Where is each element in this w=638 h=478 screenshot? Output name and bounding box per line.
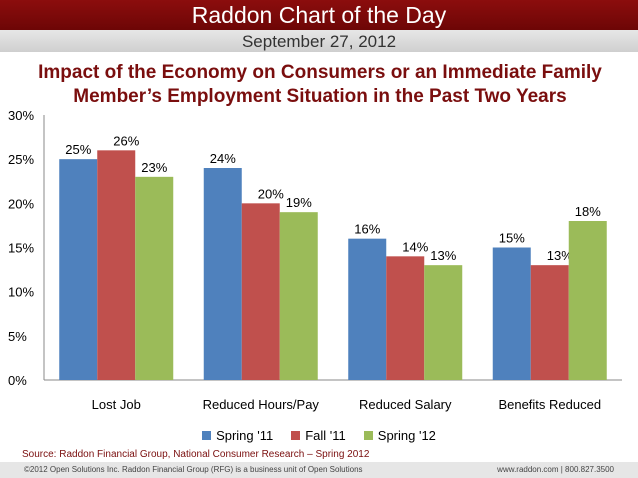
footer-copyright: ©2012 Open Solutions Inc. Raddon Financi… <box>24 465 363 474</box>
chart-title-line-1: Impact of the Economy on Consumers or an… <box>38 62 602 83</box>
bar-data-label: 16% <box>354 222 380 237</box>
y-tick-label: 0% <box>8 373 27 388</box>
chart-title-line-2: Member’s Employment Situation in the Pas… <box>73 86 567 107</box>
x-category-label: Reduced Hours/Pay <box>203 397 320 412</box>
bar <box>492 247 531 380</box>
legend-item-spring-12: Spring '12 <box>363 426 436 444</box>
bar-data-label: 20% <box>258 186 284 201</box>
legend-swatch-spring-11 <box>202 430 212 440</box>
chart-title: Impact of the Economy on Consumers or an… <box>20 61 620 109</box>
bar-data-label: 26% <box>113 133 139 148</box>
bar <box>568 221 607 380</box>
legend-item-fall-11: Fall '11 <box>291 426 346 444</box>
y-tick-label: 5% <box>8 329 27 344</box>
y-tick-label: 15% <box>8 241 34 256</box>
bar <box>279 212 318 380</box>
bar <box>203 168 242 380</box>
bar-data-label: 18% <box>575 204 601 219</box>
x-category-label: Benefits Reduced <box>498 397 601 412</box>
bar-data-label: 24% <box>210 151 236 166</box>
bar <box>241 203 280 380</box>
bar <box>530 265 569 380</box>
y-tick-label: 10% <box>8 285 34 300</box>
bar-data-label: 13% <box>547 248 573 263</box>
legend-item-spring-11: Spring '11 <box>202 426 273 444</box>
bar <box>386 256 425 380</box>
x-category-label: Reduced Salary <box>359 397 452 412</box>
bar <box>135 176 174 380</box>
legend-label-fall-11: Fall '11 <box>305 427 346 443</box>
chart-legend: Spring '11 Fall '11 Spring '12 <box>0 426 638 444</box>
banner-title: Raddon Chart of the Day <box>0 0 638 30</box>
legend-label-spring-12: Spring '12 <box>377 427 436 443</box>
source-note: Source: Raddon Financial Group, National… <box>22 449 370 460</box>
bar-data-label: 25% <box>65 142 91 157</box>
footer-bar: ©2012 Open Solutions Inc. Raddon Financi… <box>0 462 638 478</box>
bar-data-label: 15% <box>499 231 525 246</box>
bar <box>424 265 463 380</box>
legend-swatch-fall-11 <box>291 430 301 440</box>
footer-contact: www.raddon.com | 800.827.3500 <box>497 465 614 474</box>
bar <box>97 150 136 380</box>
y-tick-label: 20% <box>8 196 34 211</box>
x-category-label: Lost Job <box>92 397 141 412</box>
bar-data-label: 14% <box>402 239 428 254</box>
bar <box>59 159 98 380</box>
bar <box>348 238 387 380</box>
bar-data-label: 23% <box>141 160 167 175</box>
y-tick-label: 30% <box>8 108 34 123</box>
bar-data-label: 19% <box>286 195 312 210</box>
chart-date: September 27, 2012 <box>0 30 638 52</box>
legend-swatch-spring-12 <box>363 430 373 440</box>
y-tick-label: 25% <box>8 152 34 167</box>
legend-label-spring-11: Spring '11 <box>216 427 274 443</box>
bar-data-label: 13% <box>430 248 456 263</box>
